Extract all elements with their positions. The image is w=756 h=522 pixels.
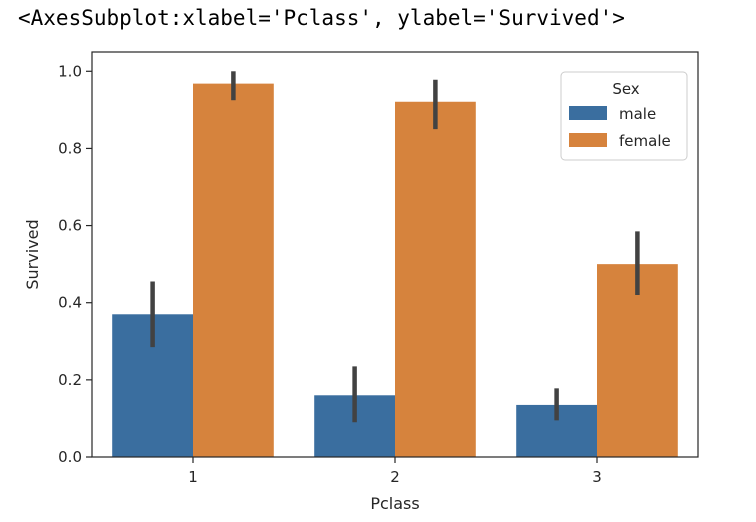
legend-swatch-female <box>569 133 607 147</box>
legend: Sex male female <box>560 71 688 161</box>
output-repr-text: <AxesSubplot:xlabel='Pclass', ylabel='Su… <box>18 6 625 30</box>
bar-female-pclass-3 <box>597 264 678 457</box>
x-tick-label: 3 <box>592 468 602 486</box>
x-ticks: 1 2 3 <box>188 457 602 486</box>
x-tick-label: 2 <box>390 468 400 486</box>
y-tick-label: 0.4 <box>58 294 82 312</box>
x-axis-label: Pclass <box>370 494 419 513</box>
y-tick-label: 0.8 <box>58 139 82 157</box>
legend-title: Sex <box>612 80 639 98</box>
y-axis-label: Survived <box>23 219 42 289</box>
y-tick-label: 1.0 <box>58 62 82 80</box>
errorbars-layer <box>150 71 640 423</box>
x-tick-label: 1 <box>188 468 198 486</box>
legend-swatch-male <box>569 106 607 120</box>
bar-female-pclass-1 <box>193 83 274 457</box>
y-ticks: 0.0 0.2 0.4 0.6 0.8 1.0 <box>58 62 92 466</box>
legend-label-female: female <box>619 132 671 150</box>
legend-label-male: male <box>619 105 656 123</box>
y-tick-label: 0.0 <box>58 448 82 466</box>
legend-items: male female <box>569 105 671 150</box>
y-tick-label: 0.6 <box>58 217 82 235</box>
bars-layer <box>112 83 678 457</box>
bar-female-pclass-2 <box>395 101 476 457</box>
y-tick-label: 0.2 <box>58 371 82 389</box>
